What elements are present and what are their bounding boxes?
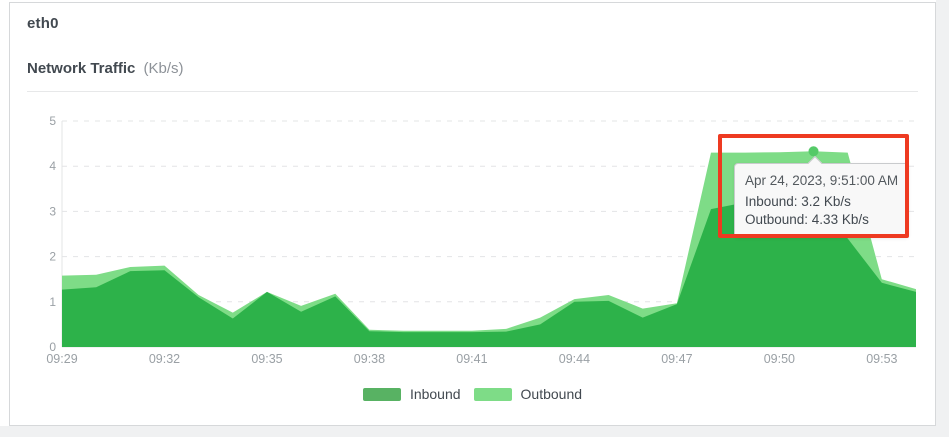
legend-item-outbound[interactable]: Outbound [473,386,583,402]
network-traffic-card: eth0 Network Traffic (Kb/s) 0 1 2 3 4 5 09:29 0… [9,2,936,426]
tooltip-date: Apr 24, 2023, 9:51:00 AM [745,173,899,188]
outbound-swatch [473,387,512,401]
inbound-area[interactable] [62,202,916,347]
y-axis-label: 4 [49,159,56,173]
chart-legend: Inbound Outbound [10,386,935,402]
header-divider [27,91,918,92]
x-axis-label: 09:32 [149,352,180,366]
page-background-right [936,0,949,437]
x-axis-label: 09:41 [456,352,487,366]
x-axis-label: 09:38 [354,352,385,366]
y-axis-label: 5 [49,114,56,128]
x-axis-label: 09:47 [661,352,692,366]
legend-item-inbound[interactable]: Inbound [362,386,461,402]
x-axis-label: 09:29 [46,352,77,366]
outbound-legend-label: Outbound [520,386,583,402]
highlight-dot[interactable] [808,146,819,157]
y-axis-label: 0 [49,340,56,354]
inbound-legend-label: Inbound [409,386,461,402]
chart-title-unit: (Kb/s) [143,60,184,77]
x-axis-label: 09:50 [764,352,795,366]
chart-title-text: Network Traffic [27,60,136,77]
x-axis-label: 09:53 [866,352,897,366]
interface-title: eth0 [27,15,59,32]
inbound-swatch [362,387,401,401]
traffic-chart[interactable]: 0 1 2 3 4 5 09:29 09:32 09:35 09:38 09:41 09:44 09:4… [10,98,935,383]
x-axis-label: 09:44 [559,352,590,366]
chart-title: Network Traffic (Kb/s) [27,60,184,77]
tooltip-inbound-value: Inbound: 3.2 Kb/s [745,194,851,209]
chart-tooltip: Apr 24, 2023, 9:51:00 AM Inbound: 3.2 Kb… [734,155,910,238]
y-axis-label: 2 [49,250,56,264]
page-background-bottom [0,426,949,437]
y-axis-label: 3 [49,204,56,218]
x-axis-label: 09:35 [251,352,282,366]
y-axis-label: 1 [49,295,56,309]
tooltip-outbound-value: Outbound: 4.33 Kb/s [745,212,869,227]
